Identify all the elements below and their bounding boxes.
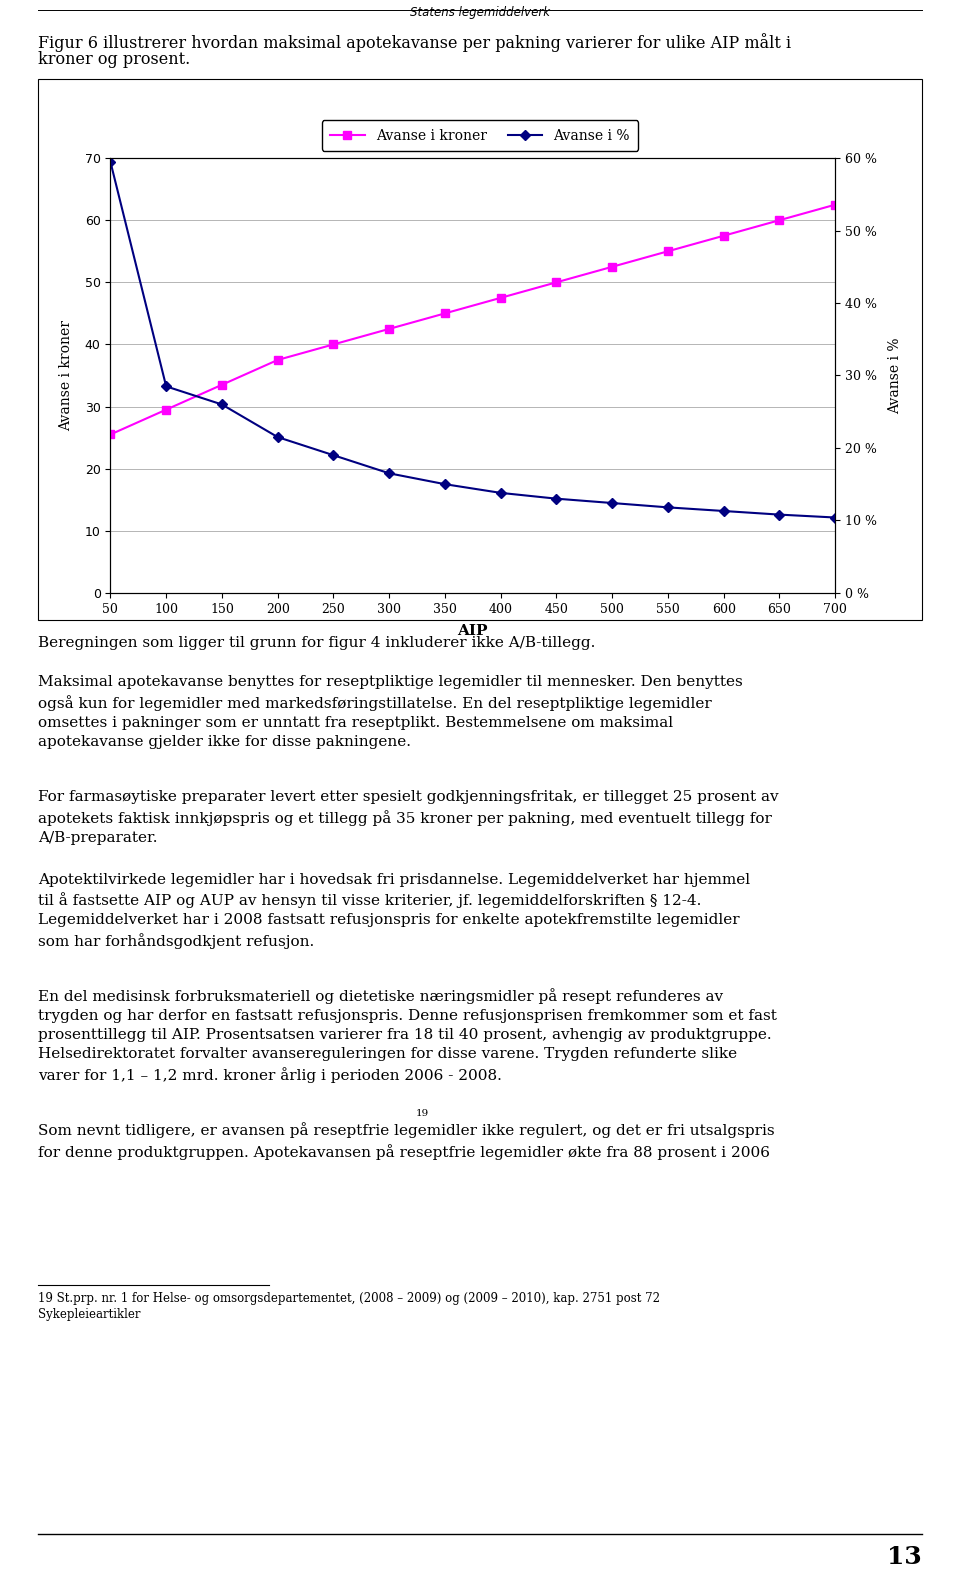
Text: For farmasøytiske preparater levert etter spesielt godkjenningsfritak, er tilleg: For farmasøytiske preparater levert ette… — [38, 790, 779, 846]
Y-axis label: Avanse i %: Avanse i % — [888, 337, 902, 414]
Text: kroner og prosent.: kroner og prosent. — [38, 51, 191, 68]
Text: Maksimal apotekavanse benyttes for reseptpliktige legemidler til mennesker. Den : Maksimal apotekavanse benyttes for resep… — [38, 675, 743, 749]
Text: En del medisinsk forbruksmateriell og dietetiske næringsmidler på resept refunde: En del medisinsk forbruksmateriell og di… — [38, 988, 778, 1083]
Text: 13: 13 — [887, 1545, 922, 1568]
Text: Figur 6 illustrerer hvordan maksimal apotekavanse per pakning varierer for ulike: Figur 6 illustrerer hvordan maksimal apo… — [38, 33, 792, 52]
Text: Beregningen som ligger til grunn for figur 4 inkluderer ikke A/B-tillegg.: Beregningen som ligger til grunn for fig… — [38, 636, 596, 650]
X-axis label: AIP: AIP — [458, 624, 488, 637]
Text: Apotektilvirkede legemidler har i hovedsak fri prisdannelse. Legemiddelverket ha: Apotektilvirkede legemidler har i hoveds… — [38, 873, 751, 949]
Y-axis label: Avanse i kroner: Avanse i kroner — [60, 319, 74, 432]
Text: Statens legemiddelverk: Statens legemiddelverk — [410, 5, 550, 19]
Legend: Avanse i kroner, Avanse i %: Avanse i kroner, Avanse i % — [322, 120, 638, 152]
Text: 19: 19 — [416, 1110, 429, 1118]
Text: Som nevnt tidligere, er avansen på reseptfrie legemidler ikke regulert, og det e: Som nevnt tidligere, er avansen på resep… — [38, 1123, 775, 1160]
Text: 19 St.prp. nr. 1 for Helse- og omsorgsdepartementet, (2008 – 2009) og (2009 – 20: 19 St.prp. nr. 1 for Helse- og omsorgsde… — [38, 1292, 660, 1320]
